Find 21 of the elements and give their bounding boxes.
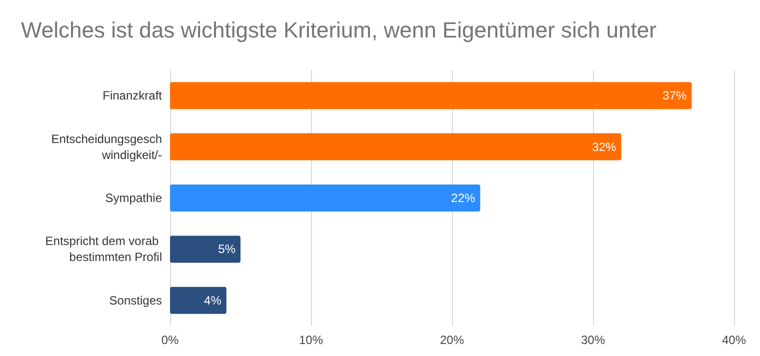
bar: [170, 184, 480, 212]
bar: [170, 133, 622, 160]
bar: [170, 236, 240, 263]
x-tick-label: 40%: [722, 333, 746, 347]
data-label: 37%: [662, 88, 688, 103]
y-tick-label: Entscheidungsgeschwindigkeit/-: [51, 132, 162, 162]
x-tick-label: 30%: [580, 333, 606, 347]
y-tick-label: Entspricht dem vorab bestimmten Profil: [45, 234, 162, 264]
data-label: 4%: [204, 293, 222, 308]
x-tick-label: 0%: [161, 333, 179, 347]
bar: [170, 82, 692, 110]
y-tick-label: Sonstiges: [109, 293, 162, 308]
chart-title: Welches ist das wichtigste Kriterium, wenn Eigentümer sich unter: [21, 18, 656, 42]
data-label: 5%: [218, 242, 236, 256]
x-tick-label: 20%: [440, 333, 464, 347]
y-tick-label: Sympathie: [105, 191, 162, 205]
data-label: 32%: [592, 140, 617, 154]
data-label: 22%: [451, 191, 476, 205]
bar: [170, 286, 226, 314]
x-tick-label: 10%: [298, 333, 324, 347]
y-tick-label: Finanzkraft: [102, 88, 163, 103]
